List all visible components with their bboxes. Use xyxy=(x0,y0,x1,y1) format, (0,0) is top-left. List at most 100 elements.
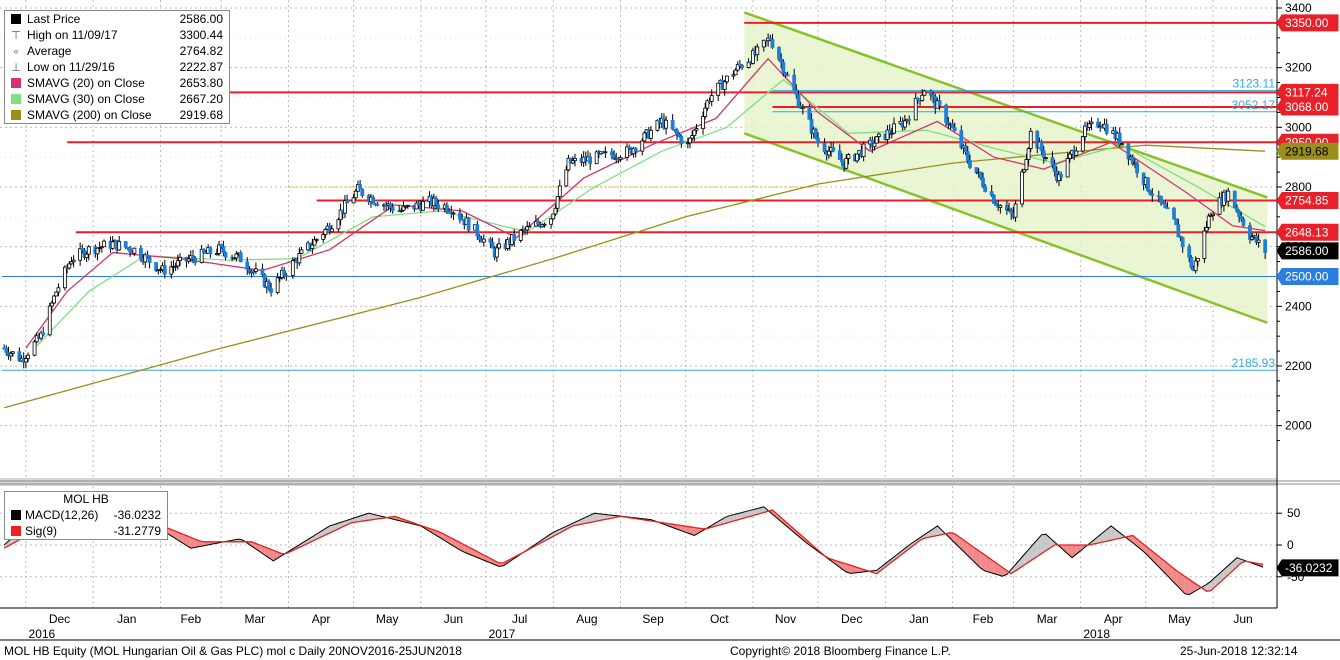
macd-fill xyxy=(976,549,981,569)
macd-fill xyxy=(920,534,925,541)
axis-tag-label: 2919.68 xyxy=(1285,144,1329,158)
candle-body xyxy=(907,118,912,121)
candle-body xyxy=(640,140,645,152)
candle-body xyxy=(147,256,152,263)
candle-body xyxy=(80,248,85,251)
candle-body xyxy=(260,268,265,275)
legend-row: SMAVG (200) on Close 2919.68 xyxy=(5,107,229,123)
candle-body xyxy=(946,122,951,125)
candle-body xyxy=(1204,227,1209,232)
candle-body xyxy=(414,202,419,210)
candle-body xyxy=(800,106,805,109)
candle-body xyxy=(123,241,128,248)
candle-body xyxy=(199,248,204,263)
candle-body xyxy=(1028,130,1033,149)
candle-body xyxy=(1187,246,1192,258)
x-tick-label: Jan xyxy=(909,612,928,626)
candle-body xyxy=(39,332,43,339)
candle-body xyxy=(816,137,820,144)
candle-body xyxy=(1080,136,1085,152)
legend-row: Last Price 2586.00 xyxy=(5,11,229,27)
candle-body xyxy=(1226,190,1231,202)
candle-body xyxy=(1035,130,1040,149)
candle-body xyxy=(738,64,742,66)
candle-body xyxy=(672,128,677,131)
x-tick-label: Jul xyxy=(512,612,527,626)
macd-legend-title: MOL HB xyxy=(63,492,109,506)
candle-body xyxy=(796,94,801,107)
x-tick-label: Mar xyxy=(245,612,266,626)
candle-body xyxy=(4,347,9,353)
candle-body xyxy=(965,151,970,161)
x-tick-label: Oct xyxy=(710,612,729,626)
macd-fill xyxy=(737,512,743,520)
macd-fill xyxy=(1037,534,1042,557)
candle-body xyxy=(937,100,942,106)
candle-body xyxy=(831,147,836,152)
candle-body xyxy=(477,235,482,240)
axis-tag xyxy=(1276,142,1339,160)
price-series xyxy=(2,33,1268,409)
footer-security: MOL HB Equity (MOL Hungarian Oil & Gas P… xyxy=(4,644,462,658)
macd-fill xyxy=(846,563,851,574)
y-tick-label: 2400 xyxy=(1285,299,1312,313)
candle-body xyxy=(290,260,295,276)
candle-body xyxy=(403,205,408,208)
candle-body xyxy=(551,213,556,220)
candle-body xyxy=(275,277,280,293)
candle-body xyxy=(178,256,182,262)
axis-tag-label: 2754.85 xyxy=(1285,193,1329,207)
macd-fill xyxy=(559,527,565,533)
x-year-label: 2018 xyxy=(1083,627,1110,641)
macd-fill xyxy=(729,514,734,523)
axis-tag xyxy=(1276,191,1339,209)
avg-marker-icon: ∘ xyxy=(12,45,20,58)
x-tick-label: Nov xyxy=(775,612,796,626)
candle-body xyxy=(1044,157,1048,159)
candle-body xyxy=(1195,258,1200,262)
axis-tag-label: 2586.00 xyxy=(1285,244,1329,258)
macd-fill xyxy=(876,567,881,574)
candle-body xyxy=(405,204,410,207)
candle-body xyxy=(874,136,879,144)
macd-fill xyxy=(937,525,942,536)
signal-legend-value: -31.2779 xyxy=(113,524,161,538)
low-marker-icon: ⊥ xyxy=(11,61,21,74)
candle-body xyxy=(1232,190,1237,209)
price-legend: Last Price 2586.00 ⊤ High on 11/09/17 3300.4… xyxy=(4,10,230,124)
candle-body xyxy=(193,258,198,263)
candle-body xyxy=(633,148,638,152)
candle-body xyxy=(1165,207,1170,210)
candle-body xyxy=(685,142,690,145)
candle-body xyxy=(351,197,356,204)
candle-body xyxy=(466,217,471,231)
candle-body xyxy=(694,128,699,131)
candle-body xyxy=(807,106,812,120)
macd-fill xyxy=(967,542,973,560)
candle-body xyxy=(777,47,781,60)
sma200-line xyxy=(4,144,1266,409)
macd-fill xyxy=(898,550,903,557)
candle-body xyxy=(1089,121,1094,125)
macd-fill xyxy=(1098,532,1103,544)
candle-body xyxy=(162,265,167,275)
macd-fill xyxy=(1045,534,1051,551)
signal-line xyxy=(3,509,1264,592)
candle-body xyxy=(570,160,575,164)
candle-body xyxy=(1126,143,1131,160)
candle-body xyxy=(201,248,206,253)
candle-body xyxy=(716,82,721,96)
candle-body xyxy=(1020,171,1024,205)
x-year-label: 2016 xyxy=(29,627,56,641)
candle-body xyxy=(481,238,486,243)
macd-swatch xyxy=(11,510,21,520)
candle-body xyxy=(609,151,614,156)
macd-fill xyxy=(1002,567,1007,577)
candle-body xyxy=(690,135,695,139)
macd-fill xyxy=(1106,525,1112,542)
candle-body xyxy=(1059,174,1064,178)
candle-body xyxy=(827,150,831,156)
macd-fill xyxy=(880,563,886,571)
candle-body xyxy=(792,74,797,91)
candle-body xyxy=(238,252,243,263)
